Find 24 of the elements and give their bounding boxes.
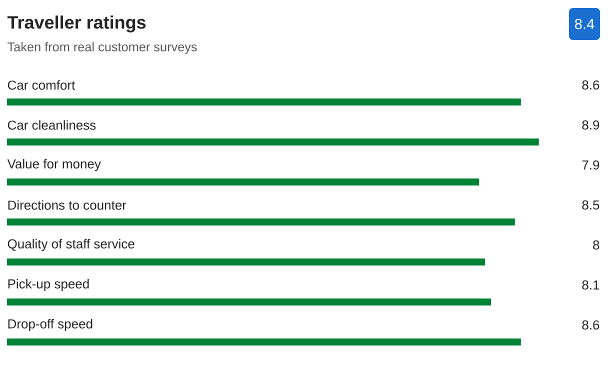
bar [7,138,539,146]
y-tick-label: Directions to counter [8,200,126,210]
data-label: 8.1 [582,280,600,290]
bar [7,298,492,306]
y-tick-label: Car comfort [8,80,76,90]
data-label: 8.5 [582,200,600,210]
bar [7,218,515,226]
y-tick-label: Pick-up speed [8,278,89,292]
data-label: 7.9 [582,160,600,170]
bar [7,258,486,266]
bar [7,98,521,106]
y-tick-label: Car cleanliness [8,120,96,130]
bar [7,178,480,186]
text: 8.4 [574,18,594,30]
data-label: 8.6 [582,80,600,90]
bar [7,338,521,346]
data-label: 8.6 [582,320,600,330]
chart-subtitle: Taken from real customer surveys [8,42,197,54]
y-tick-label: Quality of staff service [8,238,134,252]
data-label: 8.9 [582,120,600,130]
chart-title: Traveller ratings [7,16,146,32]
y-tick-label: Value for money [7,158,101,172]
y-tick-label: Drop-off speed [8,318,92,332]
data-label: 8 [593,240,600,250]
